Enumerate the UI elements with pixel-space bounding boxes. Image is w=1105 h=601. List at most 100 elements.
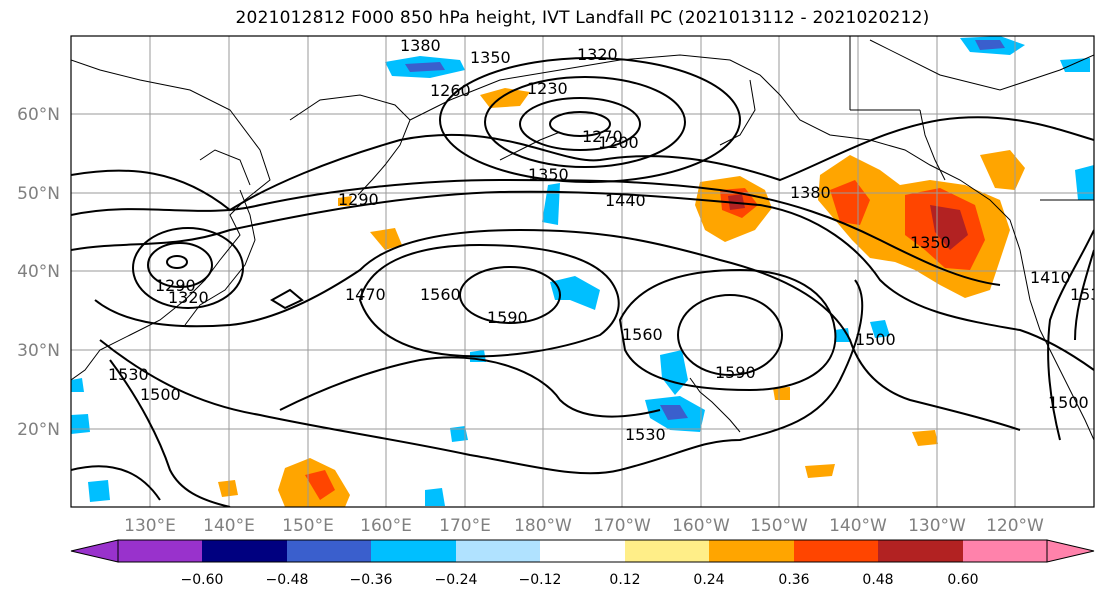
- colorbar-tick: −0.60: [181, 572, 224, 588]
- lon-label: 130°W: [908, 516, 966, 536]
- contour-label: 1590: [715, 363, 756, 382]
- colorbar-bin: [287, 540, 371, 562]
- lon-label: 150°E: [282, 516, 334, 536]
- lat-label: 50°N: [17, 184, 60, 204]
- colorbar-bin: [456, 540, 540, 562]
- colorbar-tick: 0.36: [778, 572, 809, 588]
- contour-low-japan-2: [147, 242, 213, 288]
- contour-label: 1410: [1030, 268, 1071, 287]
- contour-label: 1290: [338, 190, 379, 209]
- contour-low-bering-2: [519, 97, 641, 151]
- ivt-neg-patch-arctic-core: [405, 62, 445, 72]
- contour-1470: [94, 228, 1021, 431]
- contour-label: 1470: [345, 285, 386, 304]
- contour-1590-west: [459, 266, 561, 324]
- contour-label: 1530: [625, 425, 666, 444]
- sakhalin-coast: [199, 149, 251, 186]
- colorbar-bin: [878, 540, 963, 562]
- contour-1380: [71, 178, 1001, 286]
- colorbar-max-outline: [1046, 539, 1095, 563]
- colorbar-tick: −0.24: [435, 572, 478, 588]
- contour-1560-east: [618, 268, 837, 392]
- ivt-neg-patch-small-5: [88, 480, 110, 502]
- ivt-neg-patch-small-1: [450, 426, 468, 442]
- lon-label: 160°E: [360, 516, 412, 536]
- ivt-neg-patch-w-edge-2: [71, 414, 90, 434]
- colorbar-bin: [202, 540, 287, 562]
- lon-label: 130°E: [124, 516, 176, 536]
- colorbar-max-extension: [1047, 540, 1094, 562]
- colorbar-tick: −0.12: [519, 572, 562, 588]
- contour-label: 1350: [470, 48, 511, 67]
- colorbar-bin: [371, 540, 456, 562]
- ivt-neg-patch-hawaii-core: [660, 405, 688, 420]
- lon-label: 180°W: [514, 516, 572, 536]
- contour-small-cell: [270, 288, 304, 310]
- contour-1440: [71, 190, 1094, 371]
- ivt-negative-anomalies: [71, 36, 1094, 506]
- contour-1560-west: [358, 243, 620, 358]
- contour-label: 1290: [155, 276, 196, 295]
- colorbar-bin: [540, 540, 625, 562]
- contour-label: 1500: [1048, 393, 1089, 412]
- alaska-peninsula: [719, 79, 756, 146]
- contour-label: 1320: [577, 45, 618, 64]
- contour-1590-east: [677, 294, 783, 376]
- colorbar-bins: [118, 540, 1047, 562]
- contour-label: 1350: [528, 165, 569, 184]
- contour-label: 1200: [598, 133, 639, 152]
- contour-1530-east: [1074, 249, 1094, 341]
- contour-1530: [279, 356, 661, 418]
- colorbar-tick: 0.12: [609, 572, 640, 588]
- contour-label: 1260: [430, 81, 471, 100]
- contour-low-japan-1: [166, 255, 188, 269]
- contour-sw-corner: [71, 465, 161, 501]
- ivt-neg-patch-north-core: [975, 40, 1005, 50]
- colorbar-tick: 0.48: [862, 572, 893, 588]
- contour-label: 1500: [855, 330, 896, 349]
- ivt-patch-bering: [480, 88, 530, 108]
- ivt-neg-patch-central: [550, 276, 600, 310]
- colorbar-tick: 0.24: [693, 572, 724, 588]
- contour-label: 1230: [527, 79, 568, 98]
- panhandle: [919, 109, 946, 181]
- latitude-labels: 60°N 50°N 40°N 30°N 20°N: [17, 105, 60, 440]
- contour-low-bering-3: [484, 76, 686, 168]
- lat-label: 40°N: [17, 262, 60, 282]
- contour-label-group: 1380 1350 1320 1260 1230 1270 1200 1350 …: [108, 36, 1094, 444]
- ivt-neg-patch-continent: [1075, 165, 1094, 200]
- colorbar-tick-labels: −0.60 −0.48 −0.36 −0.24 −0.12 0.12 0.24 …: [181, 572, 979, 588]
- contour-1530-west: [109, 359, 231, 507]
- contour-1500: [99, 279, 864, 475]
- aleutians: [499, 131, 561, 161]
- ivt-patch-small-1: [218, 480, 238, 497]
- colorbar-bin: [118, 540, 202, 562]
- ivt-neg-patch-e-pacific: [870, 320, 890, 338]
- colorbar-bin: [963, 540, 1047, 562]
- ivt-patch-ne-pacific-max: [930, 205, 968, 250]
- colorbar-min-extension: [71, 540, 118, 562]
- lon-label: 170°W: [593, 516, 651, 536]
- contour-label: 1560: [420, 285, 461, 304]
- height-contours: [71, 57, 1094, 507]
- contour-label: 1320: [168, 288, 209, 307]
- contour-label: 1590: [487, 308, 528, 327]
- lon-label: 160°W: [672, 516, 730, 536]
- lon-label: 170°E: [439, 516, 491, 536]
- lat-label: 60°N: [17, 105, 60, 125]
- japan-coast: [184, 189, 256, 326]
- canada-arctic: [869, 39, 1094, 91]
- colorbar-tick: 0.60: [947, 572, 978, 588]
- ivt-neg-patch-ne: [1060, 58, 1090, 72]
- colorbar-min-outline: [70, 539, 119, 563]
- contour-label: 1380: [400, 36, 441, 55]
- ivt-patch-small-2: [773, 387, 790, 400]
- colorbar-bin: [709, 540, 794, 562]
- ivt-patch-bc-coast: [980, 150, 1025, 190]
- contour-low-japan-3: [132, 227, 244, 309]
- colorbar-bin: [794, 540, 878, 562]
- contour-1500-east: [1047, 229, 1094, 441]
- contour-label: 1500: [140, 385, 181, 404]
- contour-label: 1560: [622, 325, 663, 344]
